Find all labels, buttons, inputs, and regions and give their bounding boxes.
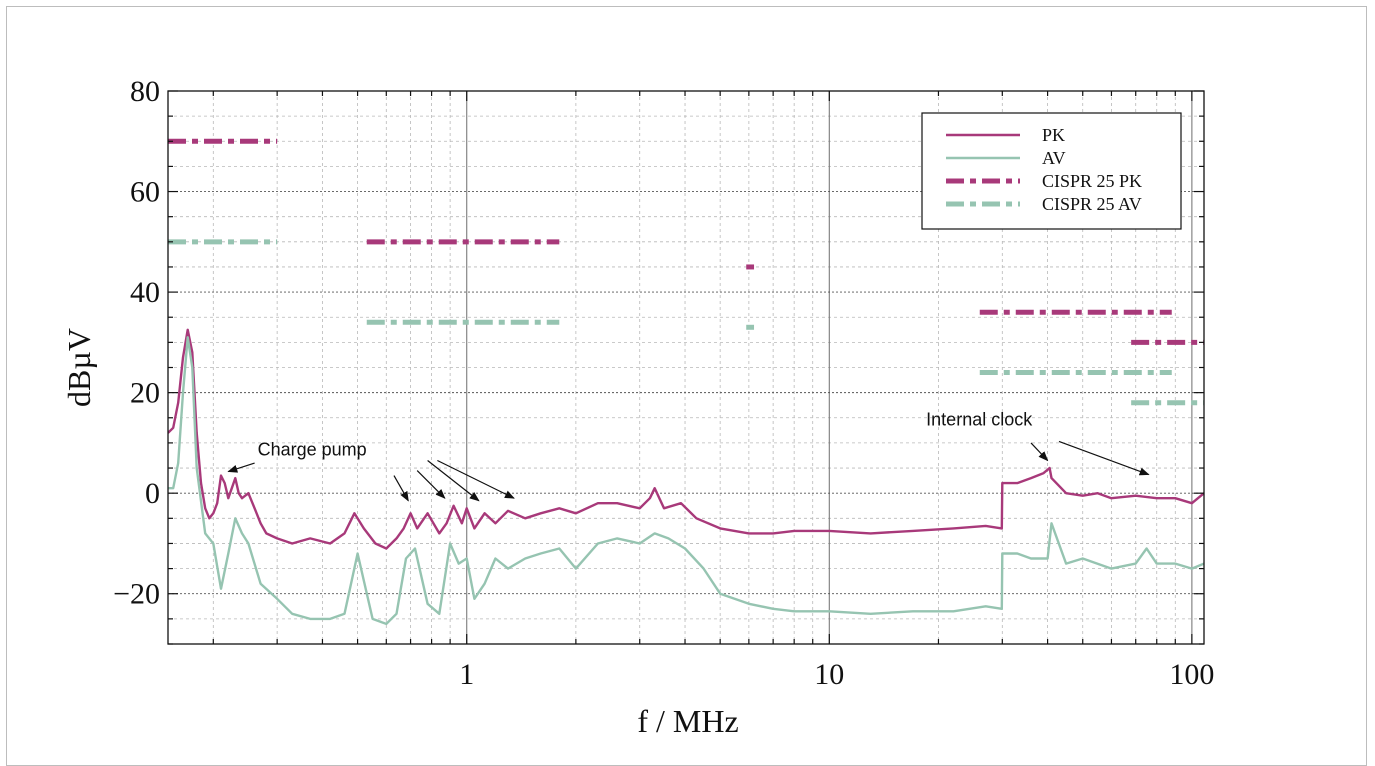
y-tick-label: 40 — [130, 276, 160, 309]
legend-box — [921, 112, 1182, 230]
x-tick-label: 1 — [459, 658, 474, 691]
annotation-arrow — [393, 475, 409, 502]
series-line-av — [168, 336, 1204, 626]
annotation-arrow — [227, 462, 255, 473]
annotation-arrow — [1058, 440, 1150, 476]
y-tick-label: 0 — [145, 477, 160, 510]
series-line-pk — [168, 328, 1204, 550]
legend-label: CISPR 25 AV — [1042, 194, 1142, 214]
x-axis-title: f / MHz — [637, 703, 738, 739]
y-tick-label: −20 — [113, 578, 160, 611]
annotation-arrow — [1030, 442, 1049, 462]
y-tick-label: 80 — [130, 75, 160, 108]
legend-label: PK — [1042, 125, 1065, 145]
plot-area — [168, 138, 1204, 626]
y-axis-title: dBµV — [61, 328, 97, 407]
y-tick-label: 20 — [130, 377, 160, 410]
annotation-arrow — [427, 460, 480, 502]
major-grid — [466, 91, 1193, 644]
x-tick-label: 10 — [814, 658, 844, 691]
annotation-label: Internal clock — [926, 409, 1033, 429]
legend-label: CISPR 25 PK — [1042, 171, 1142, 191]
y-tick-label: 60 — [130, 176, 160, 209]
ticks — [168, 90, 1204, 645]
x-tick-label: 100 — [1169, 658, 1214, 691]
legend-label: AV — [1042, 148, 1066, 168]
annotation-label: Charge pump — [258, 439, 367, 459]
major-grid-y — [168, 191, 1204, 595]
annotation-arrow — [416, 470, 446, 499]
annotation-arrow — [437, 459, 515, 499]
